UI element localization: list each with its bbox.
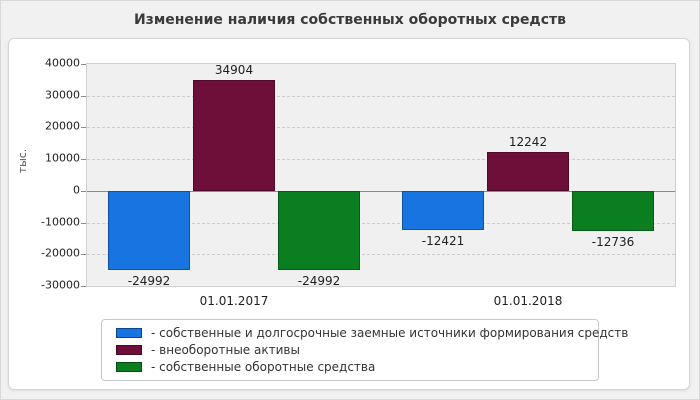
legend-item: - собственные оборотные средства: [116, 360, 584, 374]
gridline: [87, 222, 675, 224]
bar-value-label: -24992: [127, 274, 171, 289]
y-tick-label: 10000: [45, 151, 80, 165]
bar-value-label: -12421: [421, 234, 465, 249]
legend-item: - внеоборотные активы: [116, 343, 584, 357]
bar-value-label: -12736: [591, 235, 635, 250]
y-tick-label: -30000: [41, 278, 80, 292]
legend-item: - собственные и долгосрочные заемные ист…: [116, 326, 628, 340]
plot-area: 01.01.2017 -24992 34904 -24992 01.01.2018 -12…: [81, 63, 676, 308]
y-tick-mark: [81, 190, 86, 192]
y-tick-mark: [81, 222, 86, 224]
bar: [487, 152, 569, 191]
legend: - собственные и долгосрочные заемные ист…: [101, 319, 628, 381]
legend-item-label: - собственные и долгосрочные заемные ист…: [151, 326, 629, 341]
gridline: [87, 127, 675, 129]
y-tick-mark: [81, 286, 86, 287]
y-tick-label: -20000: [41, 246, 80, 260]
y-tick-mark: [81, 127, 86, 129]
bar-value-label: 34904: [214, 63, 254, 78]
x-category-label: 01.01.2018: [493, 294, 563, 308]
y-tick-label: 20000: [45, 119, 80, 133]
y-tick-label: -10000: [41, 215, 80, 229]
y-tick-label: 0: [73, 183, 80, 197]
bar: [278, 190, 360, 271]
y-tick-mark: [81, 159, 86, 161]
bar: [193, 80, 275, 191]
bar-value-label: 12242: [508, 135, 548, 150]
chart-card: тыс. 40000 30000 20000 10000 0 -10000 -20000 -3…: [8, 38, 690, 390]
chart-title: Изменение наличия собственных оборотных …: [133, 12, 567, 28]
bar: [108, 190, 190, 271]
gridline: [87, 159, 675, 161]
zero-axis-line: [87, 190, 675, 192]
legend-swatch: [116, 361, 142, 372]
y-tick-mark: [81, 95, 86, 97]
gridline: [87, 254, 675, 256]
bar: [572, 190, 654, 232]
legend-item-label: - внеоборотные активы: [151, 342, 300, 357]
y-tick-label: 40000: [45, 56, 80, 70]
bar: [402, 190, 484, 231]
y-axis-labels: 40000 30000 20000 10000 0 -10000 -20000 -30000: [36, 57, 80, 292]
gridline: [87, 95, 675, 97]
y-axis-title: тыс.: [16, 148, 29, 174]
legend-swatch: [116, 344, 142, 355]
legend-swatch: [116, 328, 142, 339]
bar-value-label: -24992: [297, 274, 341, 289]
x-category-label: 01.01.2017: [199, 294, 269, 308]
y-tick-label: 30000: [45, 88, 80, 102]
legend-item-label: - собственные оборотные средства: [151, 359, 376, 374]
y-tick-mark: [81, 64, 86, 65]
y-tick-mark: [81, 254, 86, 256]
